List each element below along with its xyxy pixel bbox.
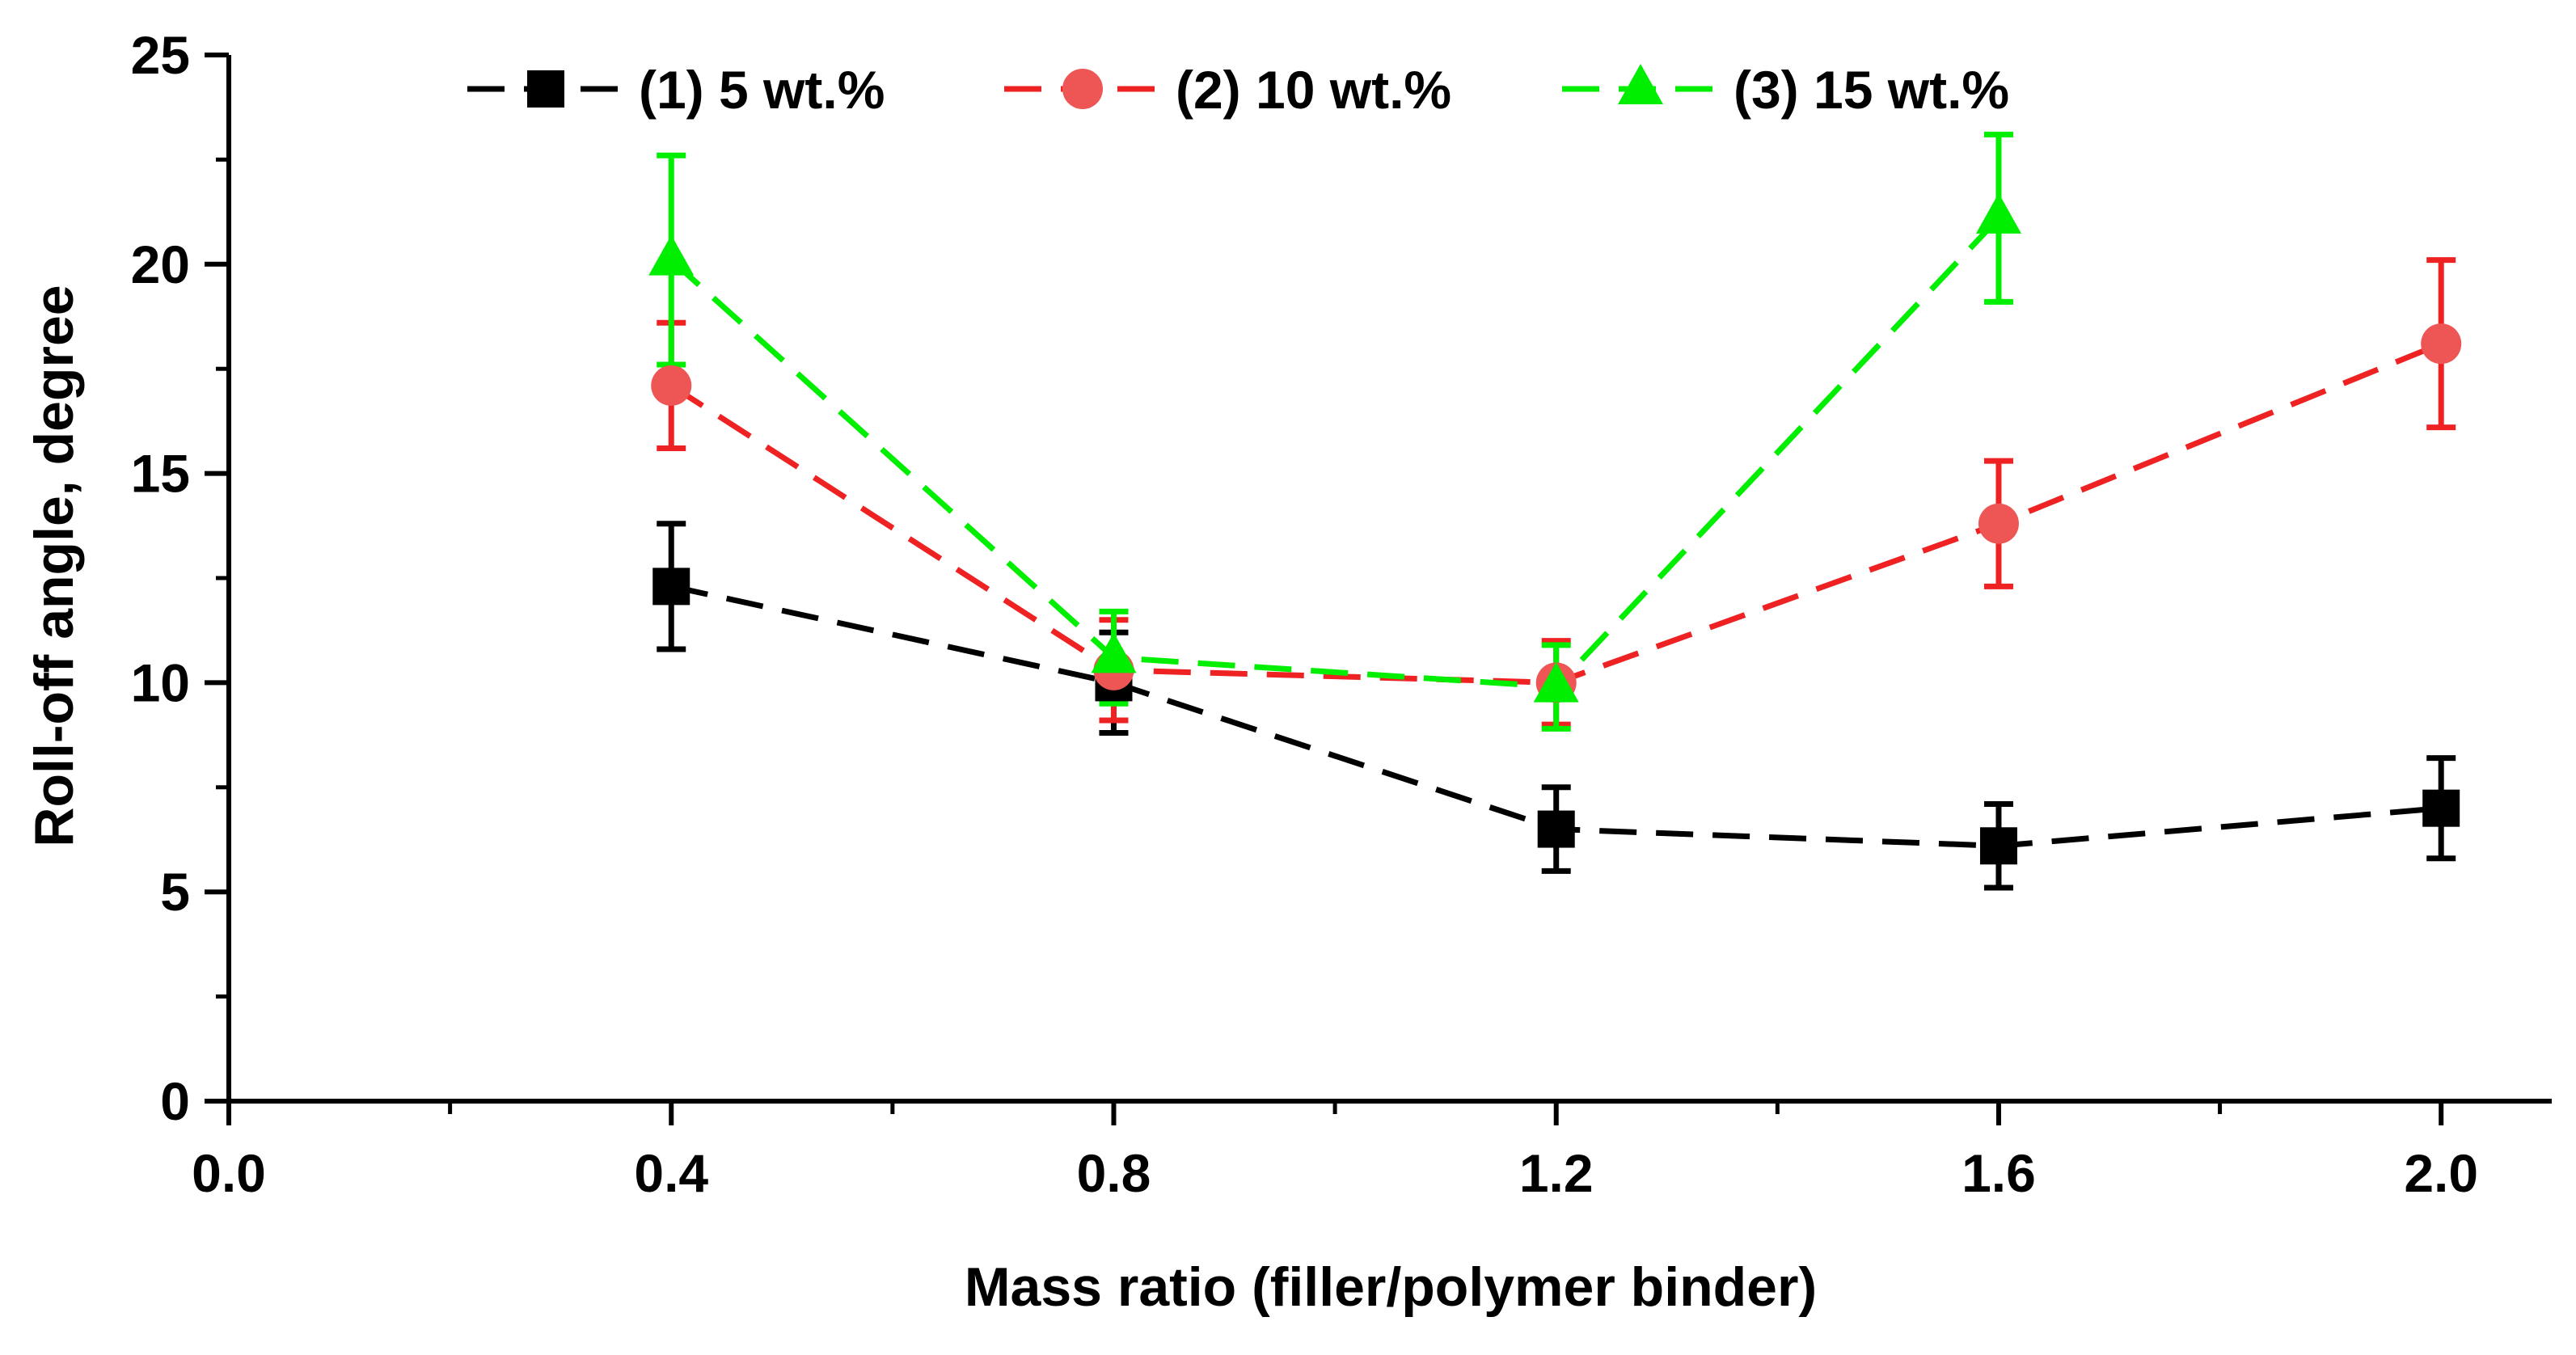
series-lines (669, 216, 2443, 849)
y-tick-label: 15 (131, 444, 190, 504)
x-tick-label: 2.0 (2404, 1143, 2478, 1203)
x-axis-title: Mass ratio (filler/polymer binder) (965, 1256, 1817, 1318)
x-tick-label: 0.4 (634, 1143, 708, 1203)
legend-item-2-label: (2) 10 wt.% (1176, 60, 1451, 120)
series-1-point (1537, 810, 1575, 848)
legend-item-3-marker (1618, 64, 1663, 104)
series-3-point (1533, 661, 1579, 703)
series-1-point (1979, 827, 2017, 865)
y-tick-label: 20 (131, 234, 190, 294)
x-tick-label: 1.2 (1519, 1143, 1594, 1203)
y-tick-label: 5 (160, 862, 190, 922)
series-3-point (1975, 192, 2021, 234)
x-tick-label: 0.0 (192, 1143, 266, 1203)
series-1-point (652, 568, 690, 606)
axes: 0.0 0.4 0.8 1.2 1.6 2.0 0 5 10 15 20 25 (131, 25, 2552, 1203)
y-tick-label: 10 (131, 652, 190, 712)
legend-item-1-marker (527, 70, 564, 108)
y-axis-title: Roll-off angle, degree (23, 285, 85, 846)
series-1-point (2422, 789, 2460, 827)
series-3-line (669, 216, 2001, 690)
legend-item-3-label: (3) 15 wt.% (1734, 60, 2009, 120)
series-3-point (1091, 632, 1137, 673)
series-2-point (1978, 503, 2019, 544)
legend-item-2-marker (1062, 69, 1103, 109)
x-tick-label: 1.6 (1962, 1143, 2036, 1203)
series-2-point (2421, 323, 2462, 365)
series-2-point (651, 365, 692, 406)
y-tick-label: 25 (131, 25, 190, 85)
series-2-line (669, 340, 2443, 686)
legend: (1) 5 wt.% (2) 10 wt.% (3) 15 wt.% (467, 60, 2009, 120)
y-tick-label: 0 (160, 1071, 190, 1131)
legend-item-1-label: (1) 5 wt.% (639, 60, 885, 120)
series-3-point (648, 234, 695, 276)
x-tick-label: 0.8 (1077, 1143, 1151, 1203)
series-markers (648, 192, 2462, 865)
error-bars (657, 131, 2456, 891)
